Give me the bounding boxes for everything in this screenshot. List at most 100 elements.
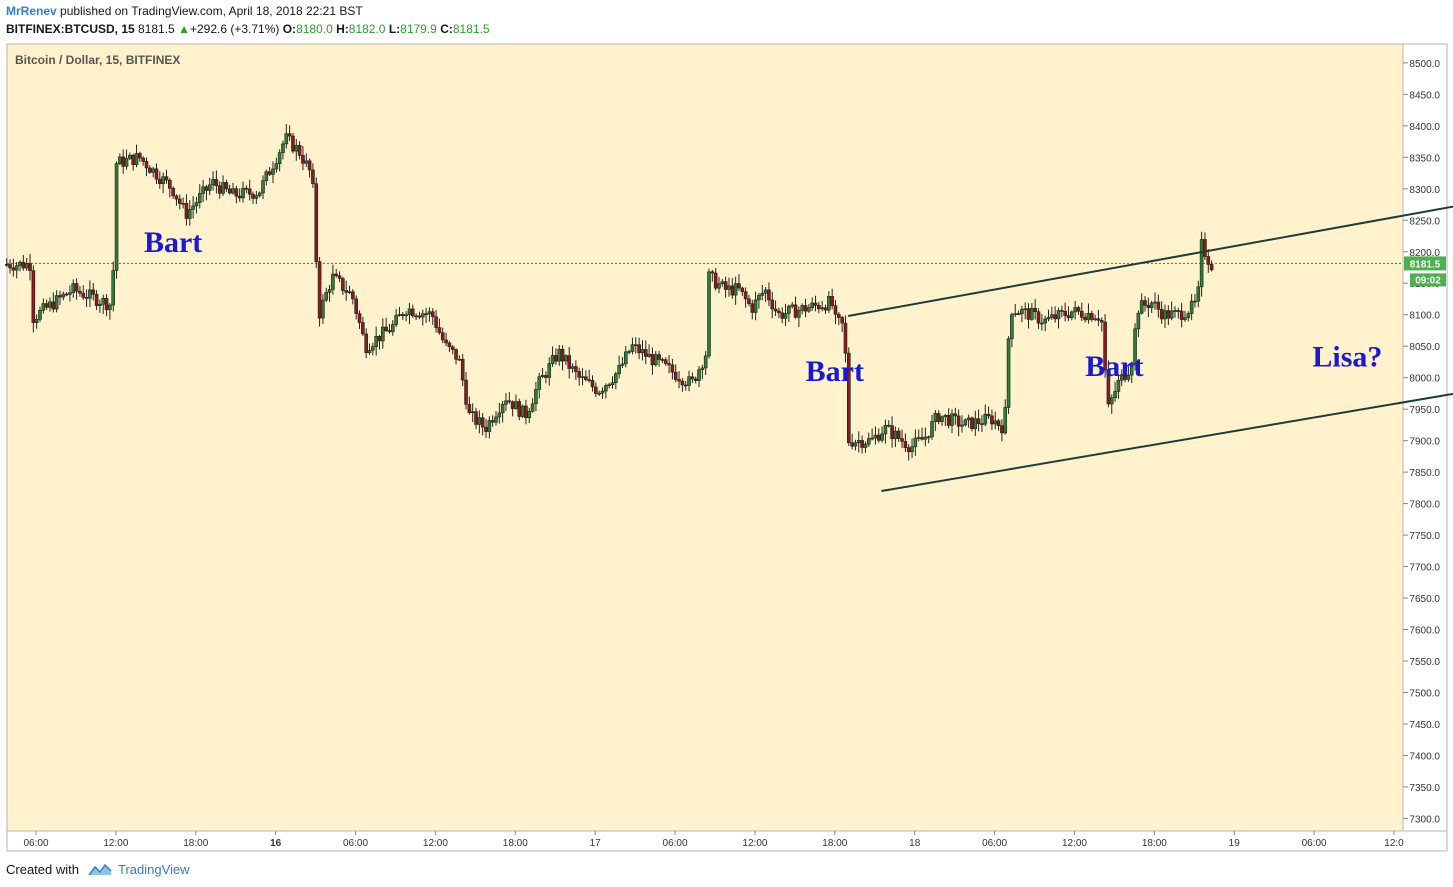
- trendline-1[interactable]: [847, 193, 1453, 317]
- candle-body: [703, 355, 708, 369]
- author-name[interactable]: MrRenev: [6, 4, 57, 18]
- plot-area[interactable]: [6, 43, 1404, 832]
- candle-body: [607, 384, 611, 386]
- candle-body: [1050, 314, 1054, 318]
- y-tick-label: 7500.0: [1409, 688, 1440, 699]
- candle-body: [254, 195, 259, 199]
- candle-body: [347, 291, 352, 294]
- candle-body: [793, 304, 798, 318]
- candle-body: [827, 296, 831, 311]
- candle-body: [1089, 313, 1094, 320]
- candle-body: [227, 188, 232, 194]
- candle-body: [174, 195, 179, 200]
- candle-body: [4, 264, 9, 266]
- candle-body: [430, 311, 435, 318]
- candle-body: [494, 416, 498, 423]
- candle-body: [118, 156, 122, 165]
- candle-body: [707, 271, 711, 357]
- candle-body: [614, 373, 618, 383]
- candle-body: [673, 371, 678, 380]
- countdown-value: 09:02: [1415, 275, 1441, 286]
- candle-body: [474, 411, 478, 425]
- candle-body: [1106, 369, 1111, 405]
- candle-body: [564, 355, 568, 362]
- candle-body: [444, 339, 448, 344]
- candle-body: [1166, 310, 1171, 319]
- candle-body: [1109, 397, 1114, 405]
- candle-body: [843, 322, 848, 354]
- candle-body: [1203, 239, 1207, 257]
- candle-body: [800, 305, 805, 311]
- candle-body: [677, 379, 681, 382]
- price-axis[interactable]: [1402, 43, 1448, 832]
- tradingview-logo-icon[interactable]: [88, 863, 112, 877]
- candle-body: [394, 315, 398, 325]
- tradingview-brand-link[interactable]: TradingView: [118, 862, 190, 877]
- candle-body: [670, 364, 675, 373]
- candle-body: [687, 376, 691, 386]
- candle-body: [244, 187, 249, 190]
- annotation-label-2[interactable]: Bart: [806, 355, 864, 388]
- x-tick-label: 18: [909, 838, 921, 849]
- candle-body: [221, 182, 225, 194]
- candle-body: [314, 183, 319, 262]
- candle-body: [1006, 338, 1011, 408]
- low-label: L:: [388, 22, 401, 36]
- candle-body: [1070, 311, 1074, 318]
- close-label: C:: [440, 22, 453, 36]
- candle-body: [54, 295, 59, 310]
- candle-body: [341, 278, 345, 291]
- annotation-label-3[interactable]: Bart: [1085, 350, 1143, 383]
- candle-body: [1010, 314, 1014, 340]
- x-tick-label: 06:00: [343, 838, 368, 849]
- candle-body: [900, 438, 904, 442]
- candle-body: [321, 299, 325, 319]
- candle-body: [364, 333, 368, 353]
- candle-body: [457, 358, 462, 361]
- candle-body: [983, 413, 988, 425]
- chart-header: MrRenev published on TradingView.com, Ap…: [0, 0, 1453, 44]
- candle-body: [693, 378, 698, 381]
- x-axis-ticks: 06:00 12:00 18:00 16 06:00 12:00 18:00 17 06:00 1…: [23, 831, 1404, 849]
- candle-body: [307, 160, 312, 171]
- candle-body: [1060, 310, 1064, 312]
- candle-body: [417, 315, 422, 318]
- candle-body: [224, 182, 229, 190]
- candle-body: [1020, 309, 1024, 315]
- annotation-label-1[interactable]: Bart: [144, 226, 202, 259]
- candle-body: [337, 275, 342, 279]
- candle-body: [1076, 307, 1081, 312]
- candle-body: [1093, 318, 1097, 321]
- candle-body: [504, 400, 508, 405]
- candle-body: [440, 332, 445, 341]
- candle-body: [1133, 328, 1137, 366]
- candle-body: [1119, 374, 1124, 381]
- candle-body: [91, 289, 96, 295]
- candle-body: [194, 202, 199, 207]
- x-tick-label: 19: [1229, 838, 1241, 849]
- candle-body: [164, 176, 169, 181]
- y-tick-label: 7600.0: [1409, 626, 1440, 637]
- y-tick-label: 7550.0: [1409, 657, 1440, 668]
- candle-body: [753, 299, 758, 313]
- y-tick-label: 7350.0: [1409, 783, 1440, 794]
- candle-body: [454, 349, 458, 360]
- candle-body: [1129, 364, 1134, 376]
- candle-body: [484, 426, 488, 432]
- annotation-label-4[interactable]: Lisa?: [1312, 340, 1382, 373]
- candle-body: [773, 308, 778, 312]
- time-axis[interactable]: [6, 830, 1448, 852]
- candle-body: [507, 400, 512, 403]
- candle-body: [710, 271, 715, 274]
- candle-body: [420, 313, 425, 318]
- candle-body: [783, 313, 788, 319]
- candle-body: [594, 386, 598, 394]
- candle-body: [617, 365, 621, 375]
- candle-body: [281, 143, 285, 153]
- candle-body: [570, 366, 575, 369]
- candle-body: [953, 413, 958, 417]
- candle-body: [590, 380, 595, 388]
- candle-body: [447, 342, 452, 348]
- candle-body: [204, 186, 209, 191]
